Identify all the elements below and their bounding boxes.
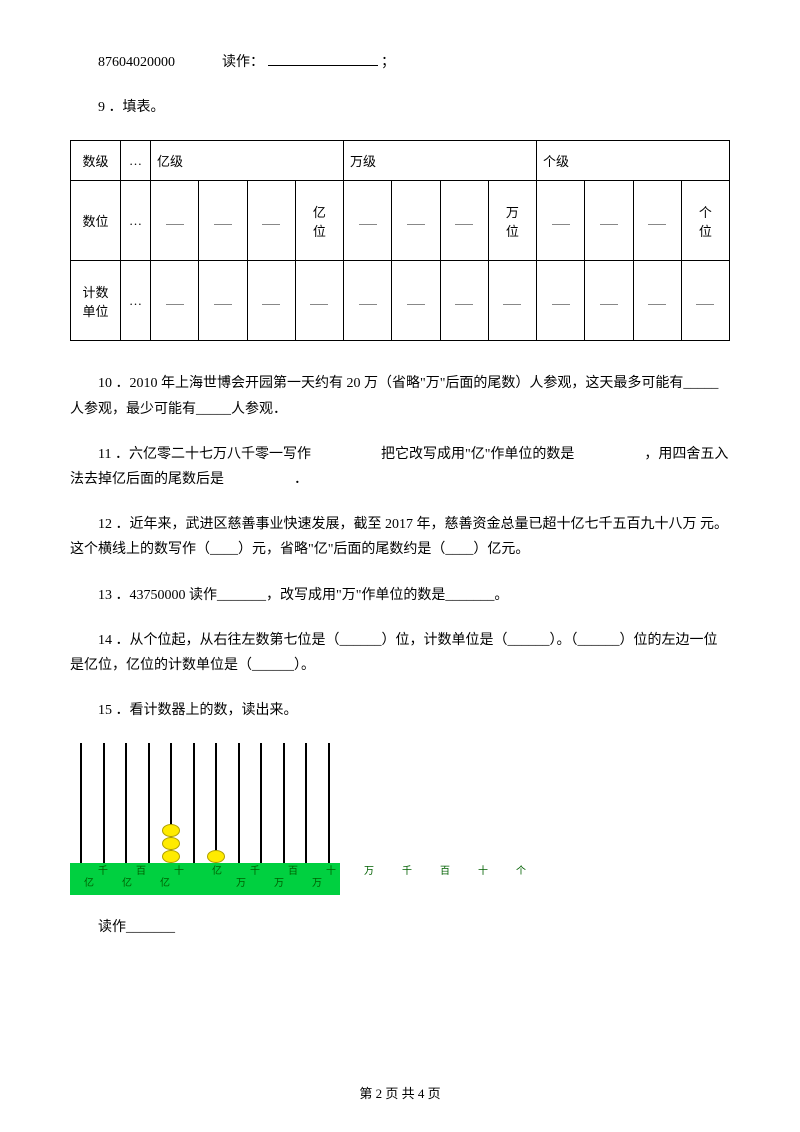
cell-blank[interactable]	[151, 181, 199, 261]
abacus-label: 亿	[184, 863, 222, 895]
table-row-level: 数级 … 亿级 万级 个级	[71, 141, 730, 181]
abacus-label: 十亿	[146, 863, 184, 895]
cell-blank[interactable]	[681, 261, 729, 341]
abacus-rod	[260, 743, 262, 863]
cell-blank[interactable]	[247, 181, 295, 261]
cell-blank[interactable]	[392, 261, 440, 341]
place-value-table: 数级 … 亿级 万级 个级 数位 … 亿 位 万 位 个 位 计数 单位 …	[70, 140, 730, 341]
cell-blank[interactable]	[199, 181, 247, 261]
abacus-bead	[162, 837, 180, 850]
table-row-unit: 计数 单位 …	[71, 261, 730, 341]
cell-yi-level: 亿级	[151, 141, 344, 181]
cell-blank[interactable]	[392, 181, 440, 261]
cell-blank[interactable]	[199, 261, 247, 341]
q8-label: 读作：	[222, 55, 264, 70]
cell-ellipsis: …	[121, 261, 151, 341]
cell-ellipsis: …	[121, 141, 151, 181]
cell-blank[interactable]	[440, 181, 488, 261]
q15-answer: 读作_______	[70, 915, 730, 940]
abacus-label: 十万	[298, 863, 336, 895]
cell-blank[interactable]	[585, 261, 633, 341]
cell-ge-position: 个 位	[681, 181, 729, 261]
abacus-rod	[125, 743, 127, 863]
abacus-base: 千亿百亿十亿亿千万百万十万万千百十个	[70, 863, 340, 895]
abacus-rod	[148, 743, 150, 863]
abacus-label: 万	[336, 863, 374, 895]
abacus-rod	[80, 743, 82, 863]
cell-blank[interactable]	[440, 261, 488, 341]
abacus-rods	[70, 743, 340, 863]
page-footer: 第 2 页 共 4 页	[0, 1083, 800, 1102]
table-row-position: 数位 … 亿 位 万 位 个 位	[71, 181, 730, 261]
cell-blank[interactable]	[151, 261, 199, 341]
cell-blank[interactable]	[633, 261, 681, 341]
q10-text: 10 ．2010 年上海世博会开园第一天约有 20 万（省略"万"后面的尾数）人…	[70, 371, 730, 421]
cell-wan-position: 万 位	[488, 181, 536, 261]
q8-number: 87604020000	[98, 55, 175, 70]
cell-wan-level: 万级	[344, 141, 537, 181]
cell-blank[interactable]	[488, 261, 536, 341]
cell-blank[interactable]	[247, 261, 295, 341]
q8-reading: 87604020000 读作： ；	[70, 50, 730, 75]
abacus-label: 百亿	[108, 863, 146, 895]
abacus-rod	[305, 743, 307, 863]
cell-ge-level: 个级	[537, 141, 730, 181]
q8-blank[interactable]	[268, 52, 378, 66]
q12-text: 12 ．近年来，武进区慈善事业快速发展，截至 2017 年，慈善资金总量已超十亿…	[70, 512, 730, 562]
abacus-label: 百	[412, 863, 450, 895]
cell-blank[interactable]	[344, 261, 392, 341]
q11-text: 11 ．六亿零二十七万八千零一写作 把它改写成用"亿"作单位的数是 ，用四舍五入…	[70, 442, 730, 492]
abacus-label: 千亿	[70, 863, 108, 895]
q13-text: 13 ．43750000 读作_______，改写成用"万"作单位的数是____…	[70, 583, 730, 608]
abacus-rod	[283, 743, 285, 863]
q9-label: 9 ．填表。	[70, 95, 730, 120]
q8-suffix: ；	[381, 55, 395, 70]
cell-ellipsis: …	[121, 181, 151, 261]
cell-level-header: 数级	[71, 141, 121, 181]
cell-blank[interactable]	[344, 181, 392, 261]
cell-blank[interactable]	[537, 181, 585, 261]
abacus-bead	[162, 850, 180, 863]
q14-text: 14 ．从个位起，从右往左数第七位是（______）位，计数单位是（______…	[70, 628, 730, 678]
abacus-label: 个	[488, 863, 526, 895]
abacus-label: 千万	[222, 863, 260, 895]
abacus-rod	[215, 743, 217, 863]
cell-blank[interactable]	[537, 261, 585, 341]
cell-blank[interactable]	[633, 181, 681, 261]
cell-yi-position: 亿 位	[295, 181, 343, 261]
abacus: 千亿百亿十亿亿千万百万十万万千百十个	[70, 743, 730, 895]
q15-text: 15 ．看计数器上的数，读出来。	[70, 698, 730, 723]
abacus-rod	[238, 743, 240, 863]
abacus-rod	[328, 743, 330, 863]
abacus-label: 千	[374, 863, 412, 895]
cell-position-header: 数位	[71, 181, 121, 261]
abacus-label: 百万	[260, 863, 298, 895]
abacus-bead	[162, 824, 180, 837]
cell-unit-header: 计数 单位	[71, 261, 121, 341]
abacus-rod	[193, 743, 195, 863]
abacus-label: 十	[450, 863, 488, 895]
abacus-bead	[207, 850, 225, 863]
abacus-rod	[103, 743, 105, 863]
cell-blank[interactable]	[585, 181, 633, 261]
cell-blank[interactable]	[295, 261, 343, 341]
